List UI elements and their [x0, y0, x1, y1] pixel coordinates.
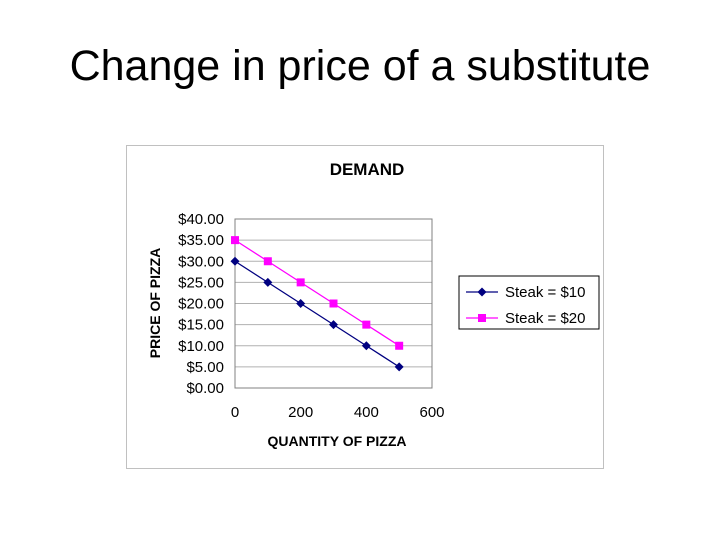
y-tick-label: $40.00: [178, 211, 224, 228]
x-axis-ticks: 0 200 400 600: [231, 404, 445, 421]
series-line: [234, 239, 400, 347]
legend-marker: [478, 314, 486, 322]
y-tick-label: $20.00: [178, 296, 224, 313]
series-line: [234, 260, 400, 368]
data-point: [394, 362, 404, 372]
data-point: [231, 236, 239, 245]
y-axis-title: PRICE OF PIZZA: [147, 248, 163, 358]
data-point: [230, 256, 240, 266]
y-tick-label: $25.00: [178, 274, 224, 291]
legend: Steak = $10 Steak = $20: [466, 284, 585, 327]
legend-label: Steak = $20: [505, 310, 585, 327]
x-tick-label: 200: [288, 404, 313, 421]
y-tick-label: $5.00: [186, 359, 224, 376]
x-tick-label: 0: [231, 404, 239, 421]
y-tick-label: $15.00: [178, 317, 224, 334]
legend-entry: Steak = $10: [466, 284, 585, 301]
legend-entry: Steak = $20: [466, 310, 585, 327]
data-point: [361, 341, 371, 351]
slide-title: Change in price of a substitute: [69, 42, 651, 90]
data-point: [329, 299, 338, 308]
plot-area: [234, 218, 433, 389]
y-tick-label: $10.00: [178, 338, 224, 355]
data-point: [263, 277, 273, 287]
data-point: [395, 341, 404, 350]
legend-label: Steak = $10: [505, 284, 585, 301]
x-tick-label: 400: [354, 404, 379, 421]
series-1: [230, 256, 404, 372]
y-axis-ticks: $0.00 $5.00 $10.00 $15.00 $20.00 $25.00 $30.00…: [178, 211, 224, 397]
data-point: [296, 278, 305, 287]
data-point: [362, 320, 371, 329]
y-tick-label: $30.00: [178, 253, 224, 270]
chart-title: DEMAND: [330, 160, 405, 179]
x-tick-label: 600: [419, 404, 444, 421]
x-axis-title: QUANTITY OF PIZZA: [268, 433, 407, 449]
data-point: [263, 257, 272, 266]
data-point: [296, 299, 306, 308]
series-layer: [230, 236, 404, 372]
legend-marker: [477, 287, 487, 297]
series-2: [231, 236, 404, 350]
y-tick-label: $0.00: [186, 380, 224, 397]
y-tick-label: $35.00: [178, 232, 224, 249]
data-point: [329, 320, 338, 330]
